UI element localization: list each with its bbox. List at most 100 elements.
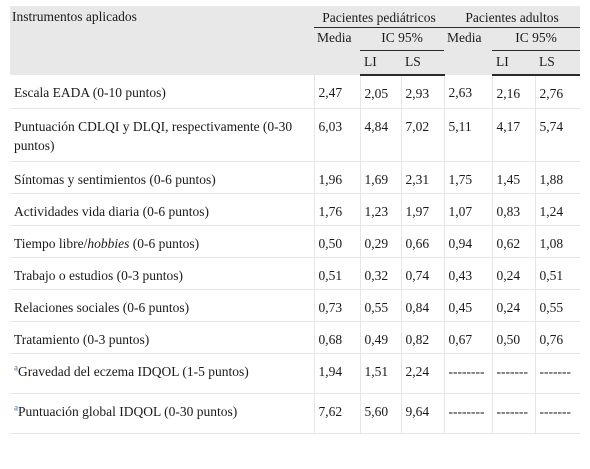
ped-ls: 7,02 <box>400 108 445 162</box>
ad-ls: ------- <box>534 353 581 394</box>
ad-ls: 0,55 <box>534 289 581 322</box>
footnote-link[interactable]: a <box>14 362 18 373</box>
ad-ls: 0,76 <box>534 321 581 354</box>
ad-ls: 5,74 <box>534 108 581 162</box>
ped-li: 0,29 <box>359 225 401 258</box>
row-label-suffix: (0-6 puntos) <box>129 236 200 251</box>
ped-ls: 0,74 <box>400 257 445 290</box>
ad-mean: 2,63 <box>443 75 493 109</box>
row-label: Escala EADA (0-10 puntos) <box>10 75 314 109</box>
ped-ls: 2,31 <box>400 161 445 194</box>
ad-li: 4,17 <box>491 108 536 162</box>
ad-ls: 1,24 <box>534 193 581 226</box>
ped-li: 1,69 <box>359 161 401 194</box>
header-ad-mean: Media <box>444 27 493 75</box>
ped-ls: 0,66 <box>400 225 445 258</box>
row-label: Actividades vida diaria (0-6 puntos) <box>10 193 314 226</box>
ad-mean: 1,07 <box>443 193 493 226</box>
row-label-italic: hobbies <box>87 236 130 251</box>
ad-mean: 0,45 <box>443 289 493 322</box>
footnote-link[interactable]: a <box>14 402 18 413</box>
ped-ls: 2,93 <box>400 75 445 109</box>
ad-mean: 0,43 <box>443 257 493 290</box>
results-table: Instrumentos aplicados Pacientes pediátr… <box>10 6 581 434</box>
ped-mean: 7,62 <box>313 393 360 434</box>
table-row: Escala EADA (0-10 puntos) 2,47 2,05 2,93… <box>10 75 581 109</box>
header-ad-ls: LS <box>535 50 581 76</box>
ped-mean: 6,03 <box>313 108 360 162</box>
ad-li: 0,50 <box>491 321 536 354</box>
row-label: Síntomas y sentimientos (0-6 puntos) <box>10 161 314 194</box>
row-label-text: Tiempo libre/ <box>14 236 88 251</box>
ped-mean: 0,50 <box>313 225 360 258</box>
header-adult: Pacientes adultos <box>444 6 581 28</box>
ped-mean: 1,94 <box>313 353 360 394</box>
ped-ls: 1,97 <box>400 193 445 226</box>
ad-ls: 1,08 <box>534 225 581 258</box>
ad-li: ------- <box>491 353 536 394</box>
row-label: aPuntuación global IDQOL (0-30 puntos) <box>10 393 314 434</box>
row-label: Tratamiento (0-3 puntos) <box>10 321 314 354</box>
row-label: Relaciones sociales (0-6 puntos) <box>10 289 314 322</box>
ped-li: 1,51 <box>359 353 401 394</box>
ped-ls: 0,84 <box>400 289 445 322</box>
ped-ls: 9,64 <box>400 393 445 434</box>
ad-mean: 5,11 <box>443 108 493 162</box>
header-instruments: Instrumentos aplicados <box>10 6 314 75</box>
table-row: Puntuación CDLQI y DLQI, respectivamente… <box>10 108 581 162</box>
table-row: Tiempo libre/hobbies (0-6 puntos) 0,50 0… <box>10 225 581 258</box>
row-label-text: Gravedad del eczema IDQOL (1-5 puntos) <box>18 364 249 379</box>
table-row: Relaciones sociales (0-6 puntos) 0,73 0,… <box>10 289 581 322</box>
row-label: Trabajo o estudios (0-3 puntos) <box>10 257 314 290</box>
row-label-text: Puntuación global IDQOL (0-30 puntos) <box>18 404 238 419</box>
ad-li: 2,16 <box>491 75 536 109</box>
ped-mean: 0,51 <box>313 257 360 290</box>
ad-mean: 1,75 <box>443 161 493 194</box>
ad-ls: 0,51 <box>534 257 581 290</box>
ped-mean: 2,47 <box>313 75 360 109</box>
ped-li: 0,49 <box>359 321 401 354</box>
row-label: aGravedad del eczema IDQOL (1-5 puntos) <box>10 353 314 394</box>
ad-li: ------- <box>491 393 536 434</box>
ped-li: 5,60 <box>359 393 401 434</box>
ped-li: 2,05 <box>359 75 401 109</box>
table-row: Actividades vida diaria (0-6 puntos) 1,7… <box>10 193 581 226</box>
ped-mean: 1,76 <box>313 193 360 226</box>
header-ad-li: LI <box>492 50 536 76</box>
row-label: Tiempo libre/hobbies (0-6 puntos) <box>10 225 314 258</box>
ad-mean: 0,67 <box>443 321 493 354</box>
ad-ls: 1,88 <box>534 161 581 194</box>
header-ped-li: LI <box>360 50 401 76</box>
header-ped-mean: Media <box>314 27 360 75</box>
table-row: Trabajo o estudios (0-3 puntos) 0,51 0,3… <box>10 257 581 290</box>
ped-mean: 1,96 <box>313 161 360 194</box>
ped-ls: 0,82 <box>400 321 445 354</box>
row-label: Puntuación CDLQI y DLQI, respectivamente… <box>10 108 314 162</box>
ped-mean: 0,68 <box>313 321 360 354</box>
ad-mean: -------- <box>443 353 493 394</box>
ad-mean: -------- <box>443 393 493 434</box>
ped-mean: 0,73 <box>313 289 360 322</box>
table-row: aGravedad del eczema IDQOL (1-5 puntos) … <box>10 353 581 394</box>
header-ped-ci: IC 95% <box>360 27 445 51</box>
ad-li: 0,83 <box>491 193 536 226</box>
header-ad-ci: IC 95% <box>492 27 581 51</box>
table-row: Síntomas y sentimientos (0-6 puntos) 1,9… <box>10 161 581 194</box>
ad-li: 0,24 <box>491 257 536 290</box>
ped-li: 0,32 <box>359 257 401 290</box>
ad-li: 1,45 <box>491 161 536 194</box>
header-pediatric: Pacientes pediátricos <box>314 6 445 28</box>
ad-li: 0,62 <box>491 225 536 258</box>
ad-ls: ------- <box>534 393 581 434</box>
header-ped-ls: LS <box>401 50 445 76</box>
ad-li: 0,24 <box>491 289 536 322</box>
ped-ls: 2,24 <box>400 353 445 394</box>
ad-mean: 0,94 <box>443 225 493 258</box>
table-row: Tratamiento (0-3 puntos) 0,68 0,49 0,82 … <box>10 321 581 354</box>
ped-li: 1,23 <box>359 193 401 226</box>
table-row: aPuntuación global IDQOL (0-30 puntos) 7… <box>10 393 581 434</box>
ped-li: 0,55 <box>359 289 401 322</box>
ped-li: 4,84 <box>359 108 401 162</box>
ad-ls: 2,76 <box>534 75 581 109</box>
